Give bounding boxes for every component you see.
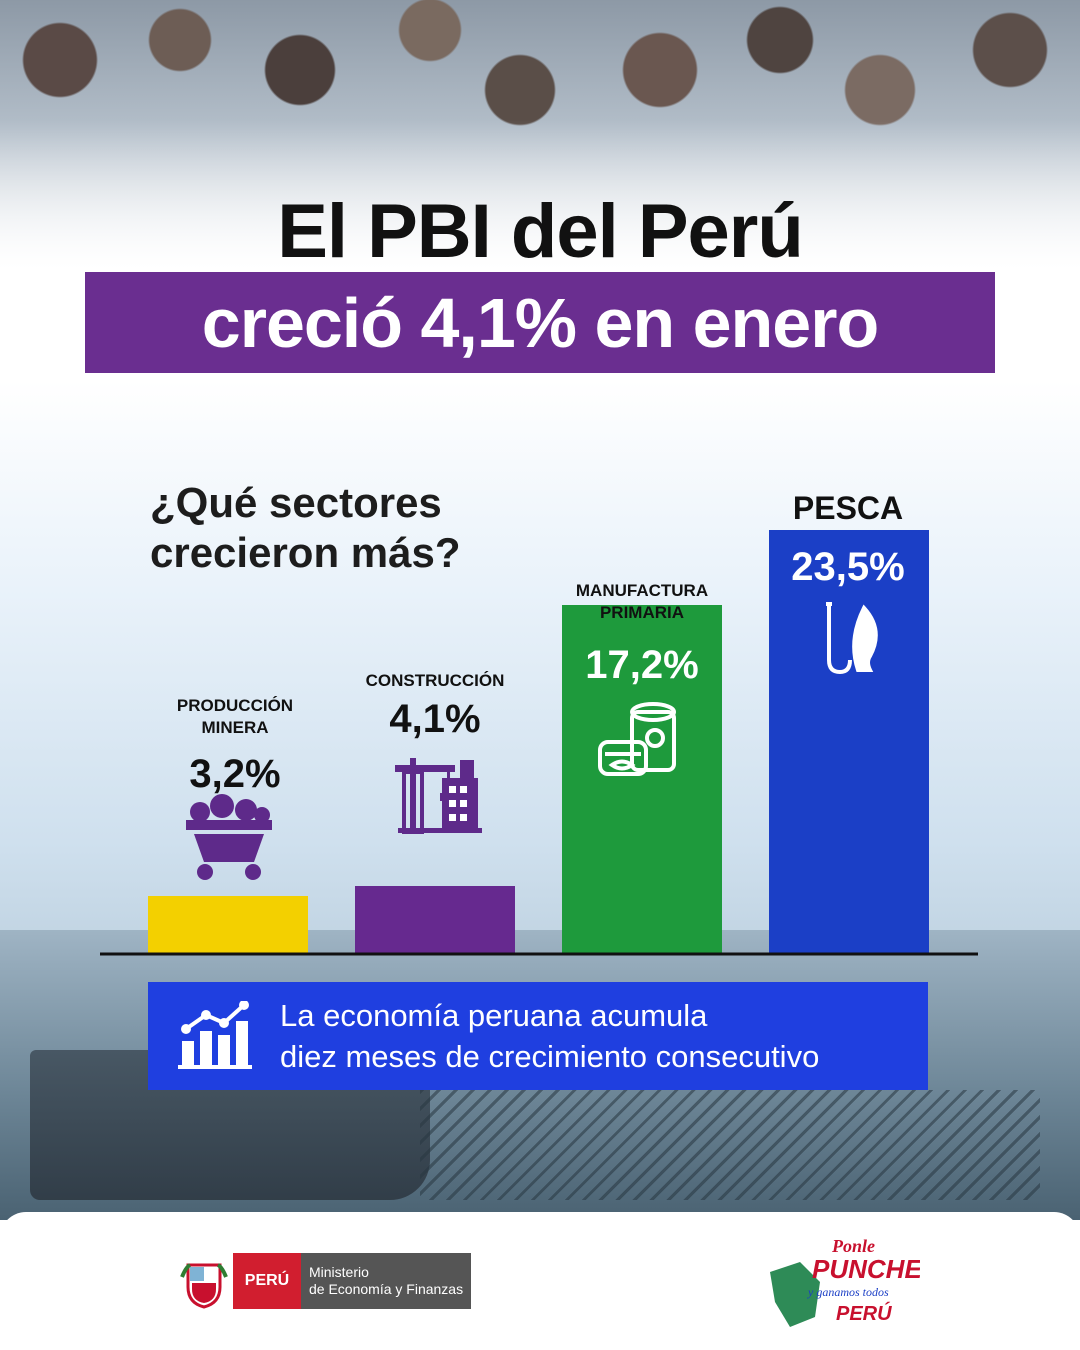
crane-building-icon [395,758,482,834]
bar-label-construccion: CONSTRUCCIÓN [365,671,505,690]
bar-value-mineria: 3,2% [189,752,281,796]
question-heading: ¿Qué sectores crecieron más? [150,478,570,578]
bar-construccion [355,886,515,954]
note-line-2: diez meses de crecimiento consecutivo [280,1039,820,1074]
coat-of-arms-icon [180,1263,228,1309]
page-title: El PBI del Perú [277,189,804,274]
bar-label-mineria-line-1: PRODUCCIÓN [176,696,294,715]
ministry-brand-box: Ministerio de Economía y Finanzas [301,1253,471,1309]
page-subtitle: creció 4,1% en enero [201,283,879,362]
campaign-line-2: PUNCHE [812,1254,920,1284]
ponle-punche-logo: Ponle PUNCHE y ganamos todos PERÚ [770,1236,920,1327]
bar-label-pesca: PESCA [792,490,904,526]
bar-label-manufactura-line-1: MANUFACTURA [575,581,709,600]
bar-mineria [148,896,308,954]
note-line-1: La economía peruana acumula [280,998,708,1033]
bar-label-mineria: PRODUCCIÓN MINERA [150,695,320,739]
fishing-net-image [420,1090,1040,1200]
bar-value-pesca: 23,5% [791,545,905,589]
bar-label-mineria-line-2: MINERA [201,718,269,737]
footer-bar [0,1212,1080,1350]
campaign-line-4: PERÚ [836,1301,892,1325]
ministry-line-2: de Economía y Finanzas [309,1281,464,1297]
question-line-2: crecieron más? [150,529,461,576]
growth-chart-icon [178,1001,252,1069]
bar-manufactura [562,605,722,954]
campaign-line-3: y ganamos todos [807,1285,889,1299]
note-banner: La economía peruana acumula diez meses d… [148,982,928,1090]
bar-group [148,530,929,954]
bar-label-manufactura: MANUFACTURA PRIMARIA [552,580,732,624]
canned-fish-icon [598,702,676,776]
campaign-line-1: Ponle [831,1236,875,1256]
bar-value-construccion: 4,1% [389,697,481,741]
bar-value-manufactura: 17,2% [585,643,699,687]
ministry-line-1: Ministerio [309,1264,369,1280]
fish-hook-icon [826,602,878,675]
ore-cart-icon [186,794,272,880]
bar-pesca [769,530,929,954]
question-line-1: ¿Qué sectores [150,479,442,526]
bar-label-manufactura-line-2: PRIMARIA [599,603,685,622]
peru-brand-box: PERÚ [233,1253,301,1309]
subtitle-banner: creció 4,1% en enero [85,272,995,373]
note-text: La economía peruana acumula diez meses d… [280,995,819,1077]
